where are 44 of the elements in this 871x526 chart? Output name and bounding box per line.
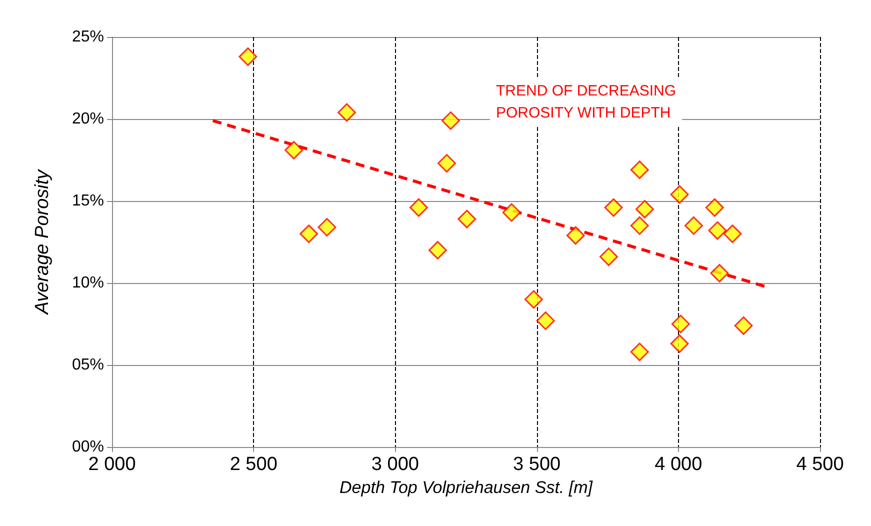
point xyxy=(670,334,689,353)
y-tick-label: 10% xyxy=(72,274,104,292)
point xyxy=(428,240,447,260)
point xyxy=(458,210,476,228)
point xyxy=(599,248,618,266)
y-tick-label: 25% xyxy=(72,28,104,46)
x-tick-label: 3 500 xyxy=(513,454,561,475)
point xyxy=(630,342,649,362)
point xyxy=(670,185,689,204)
x-tick-label: 2 500 xyxy=(230,454,278,475)
point xyxy=(536,311,555,330)
point xyxy=(437,154,456,173)
point xyxy=(300,224,318,244)
point xyxy=(630,216,649,235)
point xyxy=(284,140,304,160)
y-tick-label: 20% xyxy=(72,110,104,128)
point xyxy=(502,203,521,222)
x-axis-title: Depth Top Volpriehausen Sst. [m] xyxy=(340,478,594,497)
point xyxy=(238,47,258,66)
y-tick-label: 15% xyxy=(72,192,104,210)
y-tick-label: 00% xyxy=(72,438,104,456)
point xyxy=(671,314,690,334)
point xyxy=(734,316,753,335)
point xyxy=(604,198,623,217)
point xyxy=(630,160,649,180)
point xyxy=(684,216,703,235)
x-tick-label: 3 000 xyxy=(371,454,419,475)
point xyxy=(705,198,724,217)
point xyxy=(635,200,654,218)
point xyxy=(441,111,460,130)
x-tick-label: 4 500 xyxy=(796,454,844,475)
point xyxy=(524,290,543,309)
point xyxy=(710,264,729,282)
point xyxy=(723,224,742,244)
point xyxy=(708,221,727,240)
point xyxy=(338,103,356,122)
point xyxy=(566,226,585,245)
point xyxy=(409,198,428,217)
point xyxy=(318,218,336,236)
annotation: TREND OF DECREASING POROSITY WITH DEPTH xyxy=(496,82,676,122)
x-tick-label: 4 000 xyxy=(654,454,702,475)
x-tick-label: 2 000 xyxy=(88,454,136,475)
y-tick-label: 05% xyxy=(72,356,104,374)
y-axis-title: Average Porosity xyxy=(32,168,53,316)
